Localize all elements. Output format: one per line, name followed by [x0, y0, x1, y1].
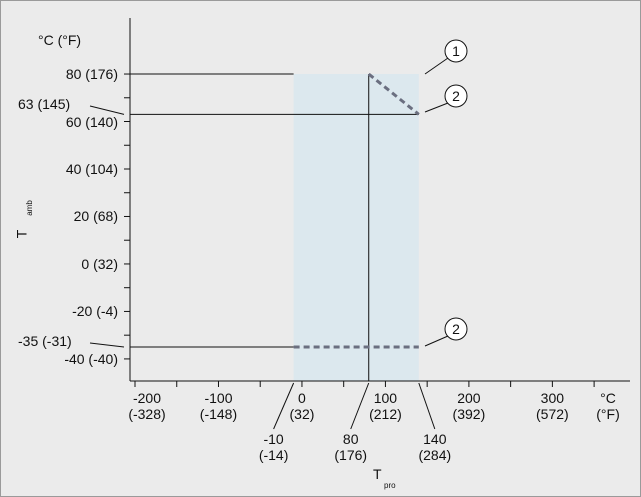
callout-circle [444, 84, 468, 108]
y-tick-label: 80 (176) [65, 66, 118, 83]
y-tick-label: 60 (140) [65, 113, 118, 130]
x-title: T [373, 466, 382, 482]
callout-label: 2 [452, 321, 460, 337]
y-tick-label: 20 (68) [73, 208, 118, 225]
callout-leader [424, 335, 449, 347]
x-marker-leader [418, 382, 436, 430]
x-marker-leader [273, 382, 295, 430]
y-marker-label: -35 (-31) [18, 333, 72, 349]
x-marker-label: 140 (284) [418, 431, 452, 463]
y-marker-leader [89, 105, 125, 115]
callout-label: 1 [452, 43, 460, 59]
x-marker-leader [350, 382, 370, 430]
x-unit: °C (°F) [596, 390, 620, 422]
callout-leader [424, 102, 449, 113]
x-tick-label: -100 (-148) [199, 390, 238, 422]
dashed-limit [367, 72, 420, 116]
y-unit: °C (°F) [38, 32, 82, 48]
y-tick-label: -40 (-40) [64, 350, 118, 367]
operating-region [293, 74, 419, 381]
y-marker-label: 63 (145) [18, 96, 71, 112]
x-title-sub: pro [384, 481, 396, 490]
callout-circle [444, 39, 468, 63]
callout-label: 2 [452, 88, 460, 104]
y-tick-label: 40 (104) [65, 160, 118, 177]
x-tick-label: 100 (212) [369, 390, 402, 422]
y-marker-leader [89, 342, 125, 348]
x-tick-label: 300 (572) [536, 390, 569, 422]
y-title-sub: amb [24, 200, 34, 216]
y-tick-label: 0 (32) [81, 255, 118, 272]
y-tick-label: -20 (-4) [72, 303, 118, 320]
x-tick-label: 0 (32) [289, 390, 315, 422]
x-tick-label: 200 (392) [452, 390, 486, 422]
y-title: T [13, 229, 30, 239]
x-marker-label: 80 (176) [334, 431, 368, 463]
x-marker-label: -10 (-14) [258, 431, 289, 463]
callout-circle [444, 317, 468, 341]
callout-leader [424, 57, 449, 75]
x-tick-label: -200 (-328) [128, 390, 166, 422]
